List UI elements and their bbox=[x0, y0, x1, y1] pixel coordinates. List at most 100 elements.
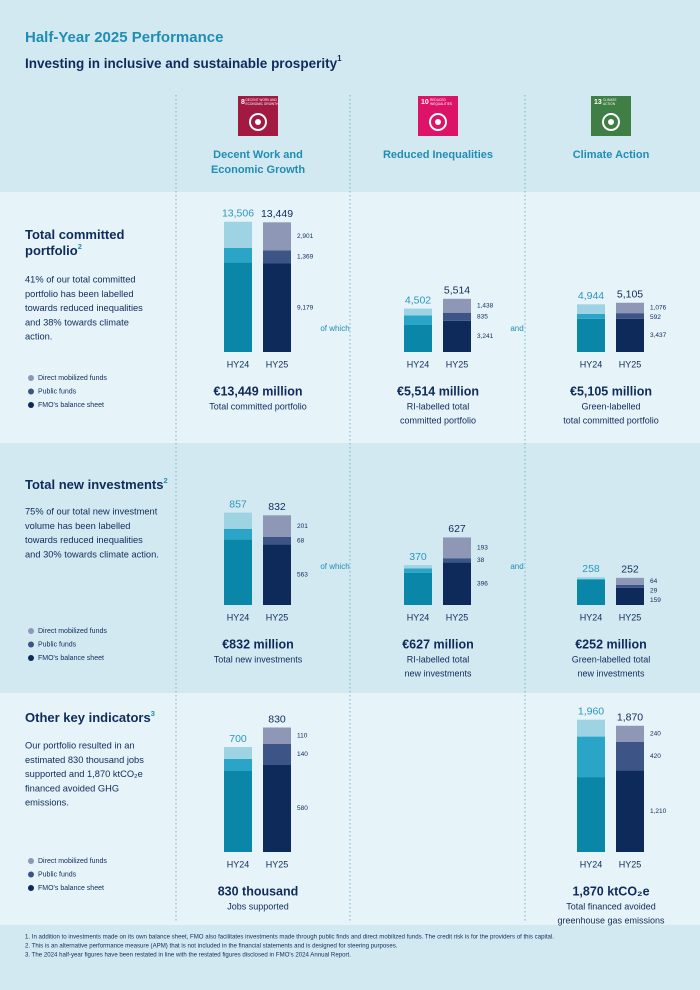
legend-swatch bbox=[28, 628, 34, 634]
footnote: 1. In addition to investments made on it… bbox=[25, 934, 554, 941]
bar-segment bbox=[404, 308, 432, 316]
total-label: 1,870 bbox=[617, 712, 643, 724]
chart-subcaption: new investments bbox=[404, 668, 472, 678]
legend-swatch bbox=[28, 885, 34, 891]
bar-segment bbox=[404, 324, 432, 352]
category-label: HY24 bbox=[227, 859, 250, 869]
category-label: HY25 bbox=[266, 859, 289, 869]
sdg-label: INEQUALITIES bbox=[430, 102, 452, 106]
section-title-text: Total committed bbox=[25, 227, 124, 242]
bar-segment bbox=[616, 313, 644, 319]
category-label: HY24 bbox=[580, 612, 603, 622]
section-text: 41% of our total committed bbox=[25, 274, 136, 284]
bar-segment bbox=[263, 765, 291, 852]
chart-subcaption: Total new investments bbox=[214, 654, 303, 664]
chart-caption: 830 thousand bbox=[218, 884, 299, 898]
section-text: towards reduced inequalities bbox=[25, 535, 143, 545]
chart-caption: €832 million bbox=[222, 637, 294, 651]
section-text: estimated 830 thousand jobs bbox=[25, 755, 144, 765]
bar-segment bbox=[616, 584, 644, 588]
legend-swatch bbox=[28, 858, 34, 864]
bar-segment bbox=[263, 744, 291, 765]
bar-segment bbox=[616, 741, 644, 771]
sdg-glyph bbox=[255, 119, 261, 125]
segment-label: 2,901 bbox=[297, 233, 314, 240]
total-label: 258 bbox=[582, 563, 600, 575]
footnote-ref: 2 bbox=[163, 476, 167, 485]
column-name: Reduced Inequalities bbox=[383, 149, 493, 161]
segment-label: 240 bbox=[650, 731, 661, 738]
legend-swatch bbox=[28, 871, 34, 878]
chart-subcaption: Jobs supported bbox=[227, 901, 289, 911]
footnote-ref: 1 bbox=[337, 54, 342, 63]
section-text: portfolio has been labelled bbox=[25, 289, 134, 299]
sdg-label: CLIMATE bbox=[603, 98, 617, 102]
sdg-label: REDUCED bbox=[430, 98, 446, 102]
bar-segment bbox=[443, 312, 471, 321]
footer-band bbox=[0, 925, 700, 990]
segment-label: 38 bbox=[477, 557, 485, 564]
connector: and bbox=[510, 324, 523, 333]
total-label: 4,944 bbox=[578, 290, 604, 302]
bar-segment bbox=[577, 777, 605, 852]
chart-subcaption: Total committed portfolio bbox=[209, 401, 307, 411]
bar-segment bbox=[224, 221, 252, 248]
bar-segment bbox=[616, 318, 644, 352]
bar-segment bbox=[404, 572, 432, 605]
segment-label: 3,241 bbox=[477, 333, 494, 340]
section-title: Other key indicators3 bbox=[25, 709, 155, 725]
bar-segment bbox=[443, 562, 471, 605]
category-label: HY24 bbox=[227, 359, 250, 369]
chart-caption: 1,870 ktCO₂e bbox=[572, 884, 649, 898]
chart-caption: €627 million bbox=[402, 637, 474, 651]
section-text: emissions. bbox=[25, 798, 69, 808]
bar-segment bbox=[404, 315, 432, 325]
category-label: HY24 bbox=[407, 612, 430, 622]
section-text: volume has been labelled bbox=[25, 521, 130, 531]
bar-segment bbox=[616, 725, 644, 742]
total-label: 13,449 bbox=[261, 208, 293, 220]
bar-segment bbox=[577, 736, 605, 778]
legend-label: Direct mobilized funds bbox=[38, 375, 107, 382]
chart-subcaption: Green-labelled total bbox=[572, 654, 651, 664]
category-label: HY24 bbox=[407, 359, 430, 369]
legend-label: FMO's balance sheet bbox=[38, 402, 104, 409]
section-title: Total new investments2 bbox=[25, 476, 168, 492]
bar-segment bbox=[443, 537, 471, 559]
chart-subcaption: greenhouse gas emissions bbox=[557, 915, 665, 925]
total-label: 1,960 bbox=[578, 705, 604, 717]
bar-segment bbox=[443, 298, 471, 313]
subtitle-text: Investing in inclusive and sustainable p… bbox=[25, 56, 338, 71]
legend-label: Public funds bbox=[38, 641, 77, 648]
segment-label: 1,076 bbox=[650, 305, 667, 312]
legend-swatch bbox=[28, 402, 34, 408]
category-label: HY25 bbox=[619, 359, 642, 369]
sdg-label: DECENT WORK AND bbox=[246, 98, 278, 102]
legend-label: Public funds bbox=[38, 871, 77, 878]
total-label: 5,514 bbox=[444, 285, 470, 297]
bar-segment bbox=[616, 302, 644, 314]
segment-label: 201 bbox=[297, 523, 308, 530]
section-title-text: Other key indicators bbox=[25, 710, 151, 725]
total-label: 700 bbox=[229, 733, 247, 745]
connector: and bbox=[510, 562, 523, 571]
chart-subcaption: RI-labelled total bbox=[407, 401, 470, 411]
bar-segment bbox=[224, 539, 252, 605]
bar-segment bbox=[616, 587, 644, 605]
chart-subcaption: new investments bbox=[577, 668, 645, 678]
total-label: 832 bbox=[268, 501, 286, 513]
bar-segment bbox=[577, 318, 605, 352]
column-dividers bbox=[175, 95, 526, 922]
chart-subcaption: committed portfolio bbox=[400, 415, 476, 425]
segment-label: 835 bbox=[477, 313, 488, 320]
bar-segment bbox=[443, 558, 471, 563]
connector: of which bbox=[320, 562, 349, 571]
total-label: 857 bbox=[229, 498, 247, 510]
column-name: Decent Work and bbox=[213, 149, 303, 161]
segment-label: 3,437 bbox=[650, 332, 667, 339]
total-label: 627 bbox=[448, 523, 466, 535]
bar-segment bbox=[224, 528, 252, 540]
section-text: action. bbox=[25, 332, 52, 342]
sdg-number: 8 bbox=[241, 99, 245, 106]
